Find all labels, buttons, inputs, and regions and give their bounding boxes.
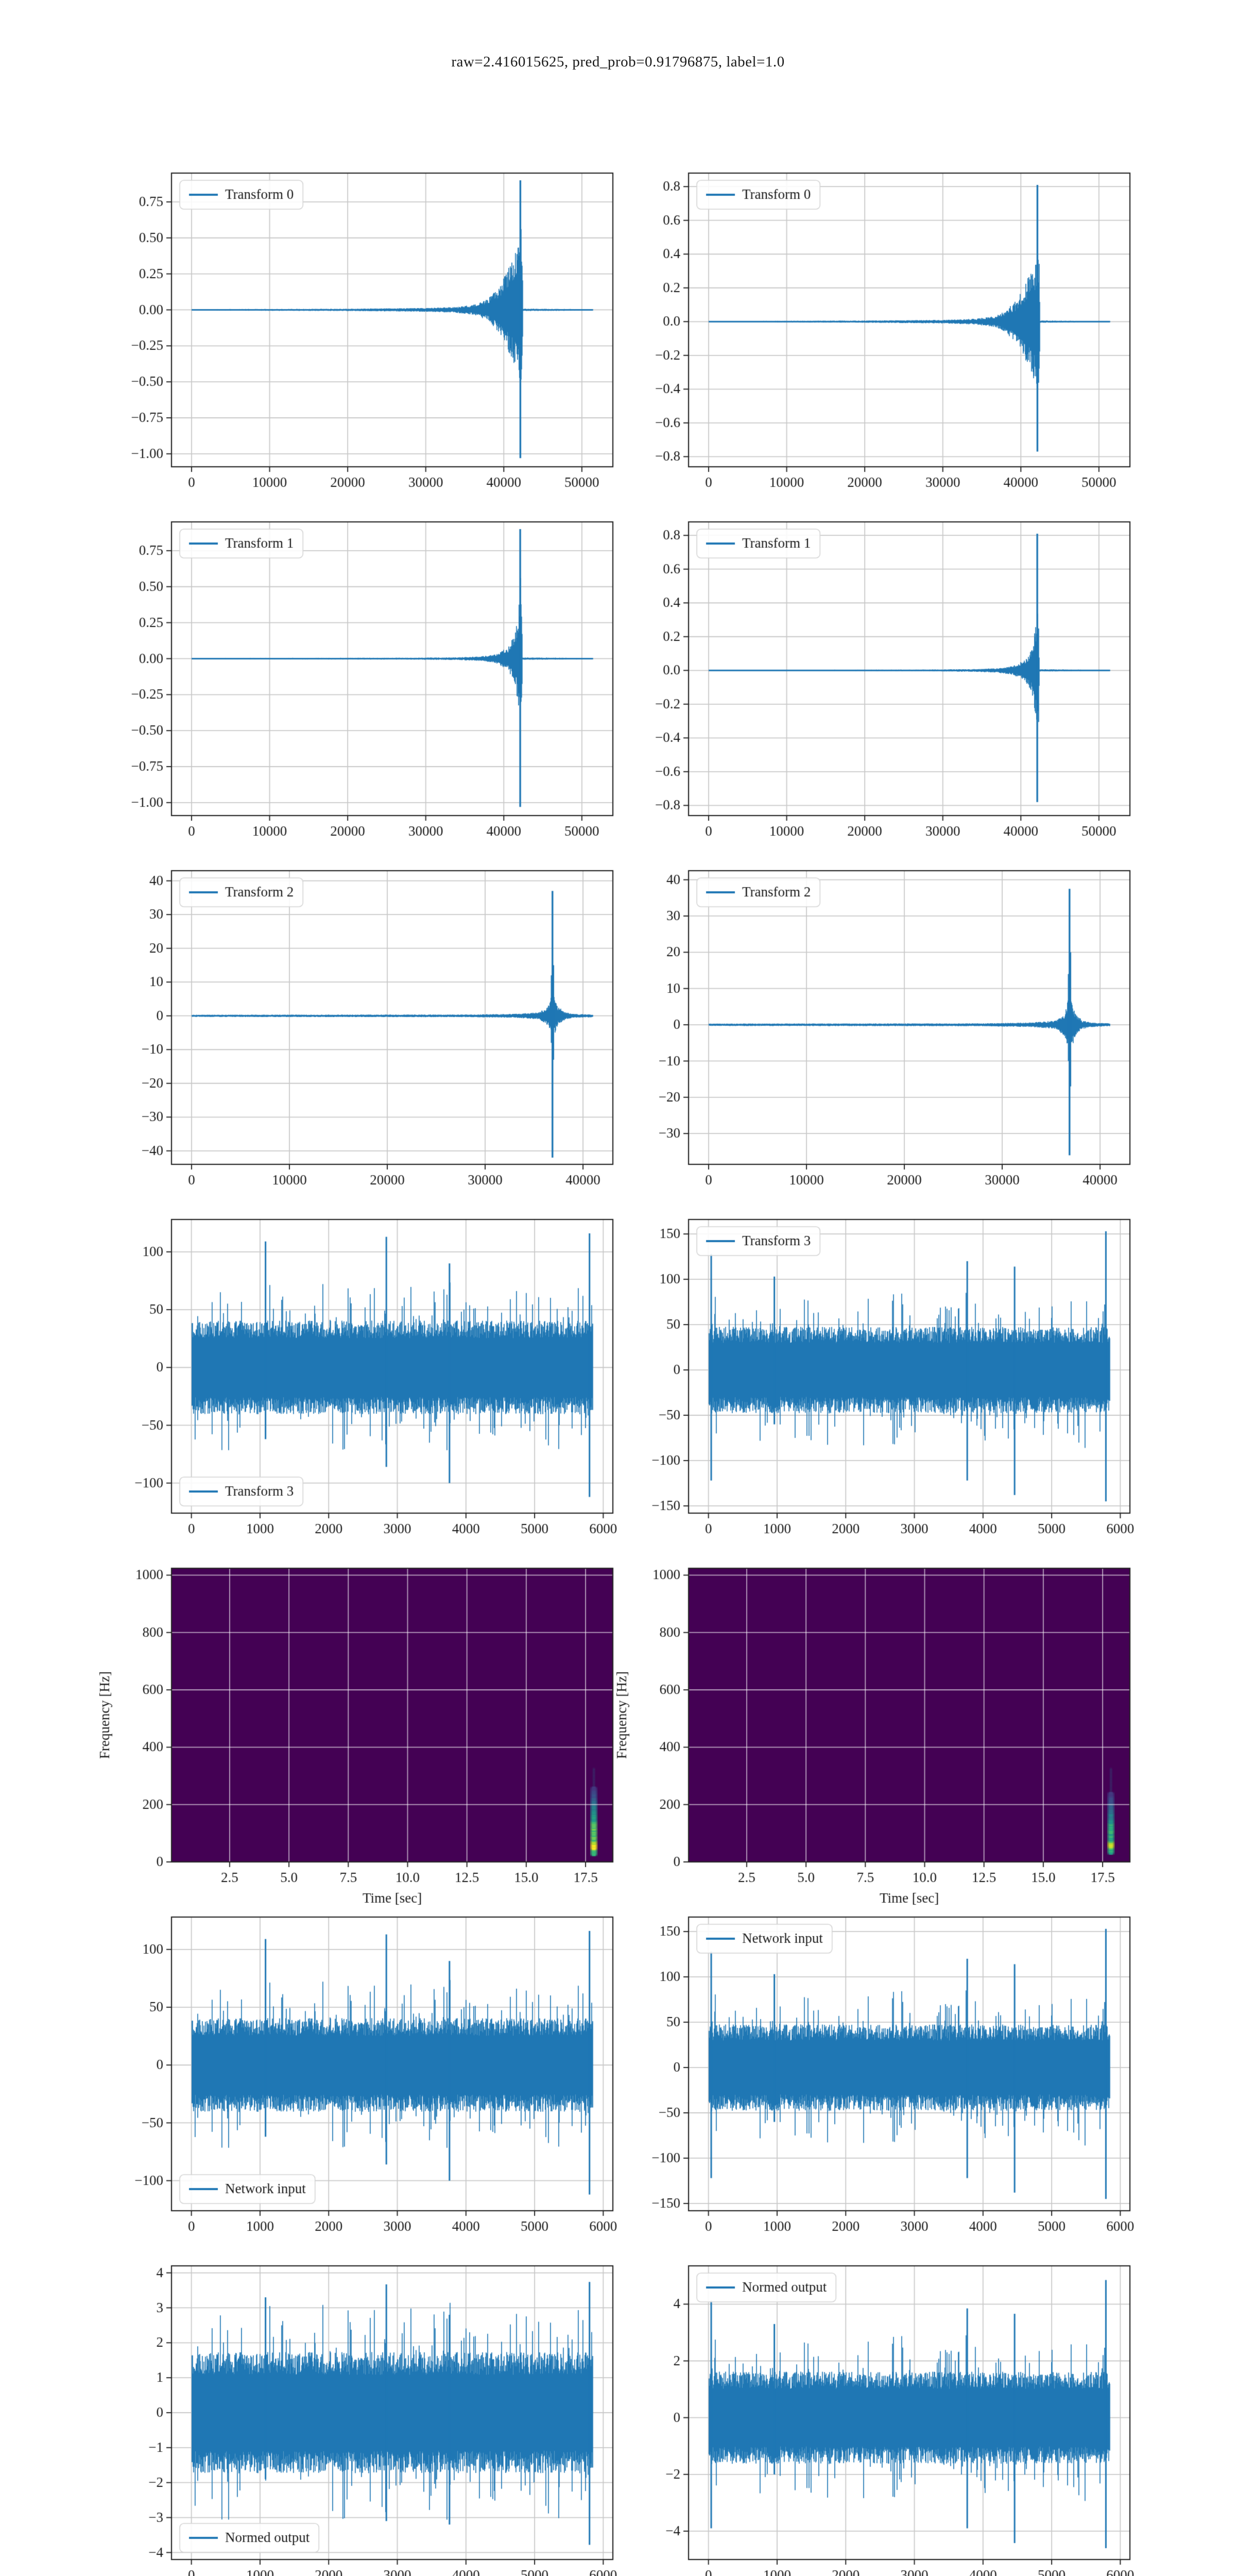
subplot-transform2-left — [63, 829, 635, 1234]
subplot-canvas-transform0-left — [63, 132, 635, 536]
subplot-canvas-transform1-left — [63, 481, 635, 885]
subplot-spectrogram-left — [63, 1527, 635, 1931]
subplot-transform3-left — [63, 1178, 635, 1583]
subplot-canvas-normed-output-right — [580, 2225, 1152, 2576]
subplot-transform0-left — [63, 132, 635, 536]
subplot-transform2-right — [580, 829, 1152, 1234]
figure-title: raw=2.416015625, pred_prob=0.91796875, l… — [451, 54, 785, 70]
subplot-canvas-normed-output-left — [63, 2225, 635, 2576]
subplot-canvas-transform2-left — [63, 829, 635, 1234]
subplot-transform1-right — [580, 481, 1152, 885]
subplot-canvas-transform2-right — [580, 829, 1152, 1234]
subplot-transform0-right — [580, 132, 1152, 536]
subplot-normed-output-right — [580, 2225, 1152, 2576]
subplot-normed-output-left — [63, 2225, 635, 2576]
subplot-canvas-transform1-right — [580, 481, 1152, 885]
subplot-canvas-feature-map-right — [580, 2573, 1152, 2576]
subplot-canvas-feature-map-left — [63, 2573, 635, 2576]
subplot-canvas-transform0-right — [580, 132, 1152, 536]
subplot-canvas-network-input-right — [580, 1876, 1152, 2280]
subplot-transform1-left — [63, 481, 635, 885]
subplot-transform3-right — [580, 1178, 1152, 1583]
subplot-feature-map-right — [580, 2573, 1152, 2576]
subplot-canvas-network-input-left — [63, 1876, 635, 2280]
subplot-canvas-transform3-right — [580, 1178, 1152, 1583]
subplot-spectrogram-right — [580, 1527, 1152, 1931]
subplot-canvas-spectrogram-right — [580, 1527, 1152, 1931]
subplot-canvas-transform3-left — [63, 1178, 635, 1583]
subplot-network-input-left — [63, 1876, 635, 2280]
subplot-canvas-spectrogram-left — [63, 1527, 635, 1931]
subplot-feature-map-left — [63, 2573, 635, 2576]
subplot-network-input-right — [580, 1876, 1152, 2280]
